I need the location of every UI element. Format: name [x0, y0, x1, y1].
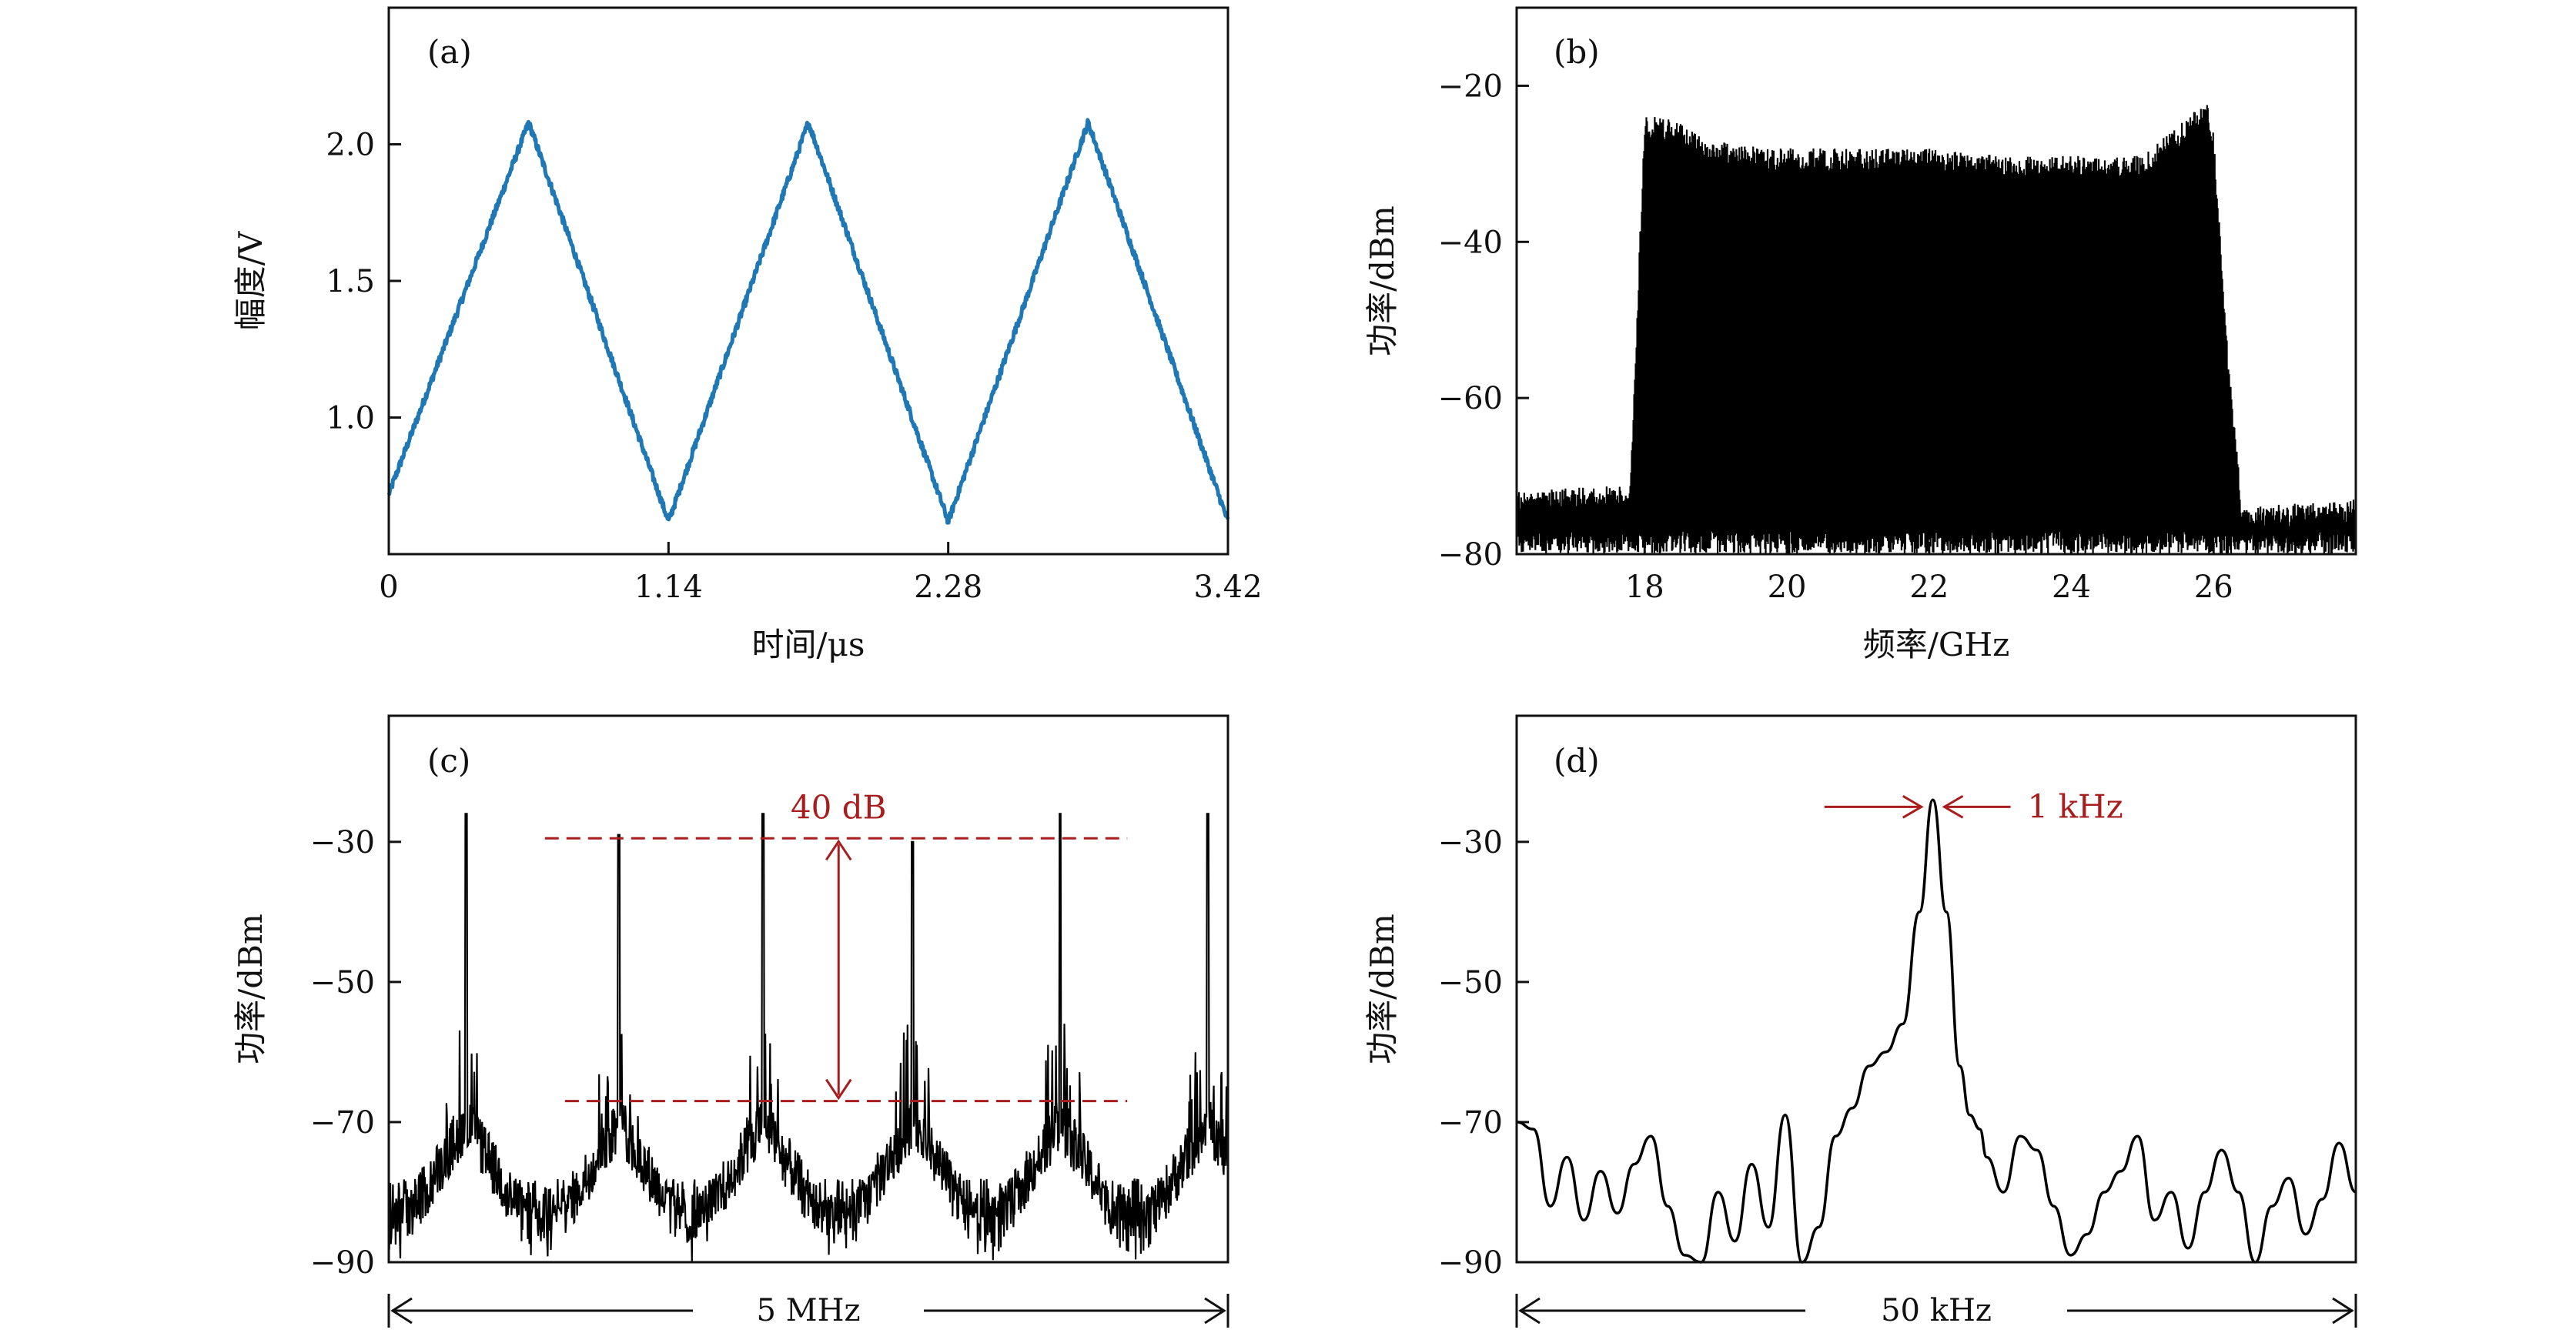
- annotation-arrow-head-right: [1942, 795, 1964, 819]
- panel-a-ylabel: 幅度/V: [232, 231, 269, 330]
- panel-c-frame: [387, 714, 1229, 1264]
- panel-label-b: (b): [1554, 33, 1600, 71]
- xtick-label: 24: [2052, 570, 2091, 605]
- xtick-label: 2.28: [914, 570, 982, 605]
- panel-label-d: (d): [1554, 742, 1600, 780]
- span-arrow-head-left: [1518, 1297, 1541, 1325]
- panel-c-series: [387, 813, 1229, 1263]
- ytick-label: −60: [1438, 381, 1503, 416]
- ytick-label: −30: [310, 825, 375, 860]
- panel-a: (a) 1.0 1.5 2.0 0 1.14 2.28 3.42 时间/μs 幅度/V: [232, 6, 1263, 663]
- ytick-label: −30: [1438, 825, 1503, 860]
- xtick-label: 26: [2194, 570, 2233, 605]
- xtick-label: 22: [1909, 570, 1949, 605]
- ytick-label: −90: [310, 1245, 375, 1281]
- ytick-label: −50: [310, 965, 375, 1001]
- panel-label-a: (a): [427, 33, 472, 71]
- panel-a-xlabel: 时间/μs: [751, 626, 865, 663]
- ytick-label: −20: [1438, 68, 1503, 104]
- span-arrow-head-left: [390, 1297, 413, 1325]
- panel-label-c: (c): [427, 742, 470, 780]
- annotation-arrow-head-left: [1902, 795, 1924, 819]
- ytick-label: −70: [310, 1105, 375, 1141]
- panel-d-span-label: 50 kHz: [1881, 1293, 1992, 1328]
- ytick-label: −50: [1438, 965, 1503, 1001]
- panel-d-ticks: −90 −70 −50 −30: [1438, 825, 1529, 1281]
- panel-a-series: [386, 118, 1230, 525]
- xtick-label: 1.14: [634, 570, 703, 605]
- ytick-label: −40: [1438, 225, 1503, 260]
- ytick-label: −70: [1438, 1105, 1503, 1141]
- panel-c-span-indicator: [387, 1294, 1229, 1328]
- panel-b-xlabel: 频率/GHz: [1863, 626, 2009, 663]
- panel-b: (b) −80 −60 −40 −20 18 20 22 24 26 频率/GHz 功率/dBm: [1363, 6, 2357, 663]
- annotation-arrow-head-up: [825, 839, 852, 861]
- panel-d: (d) −90 −70 −50 −30 1 kHz 功率/dBm 50 kHz: [1363, 714, 2357, 1328]
- panel-c-ylabel: 功率/dBm: [232, 914, 269, 1064]
- series-line: [387, 813, 1229, 1263]
- panel-d-frame: [1515, 714, 2357, 1264]
- panel-d-ylabel: 功率/dBm: [1363, 914, 1401, 1064]
- annotation-label: 40 dB: [791, 788, 887, 826]
- panel-c-span-label: 5 MHz: [756, 1293, 860, 1328]
- ytick-label: −80: [1438, 537, 1503, 573]
- panel-c: (c) −90 −70 −50 −30 40 dB 功率/dBm 5 MHz: [232, 714, 1229, 1328]
- ytick-label: 2.0: [326, 128, 375, 163]
- ytick-label: 1.0: [326, 401, 375, 436]
- panel-b-ticks: −80 −60 −40 −20 18 20 22 24 26: [1438, 68, 2233, 605]
- annotation-arrow-head-down: [825, 1078, 852, 1101]
- annotation-label: 1 kHz: [2028, 787, 2123, 825]
- panel-d-annotation: 1 kHz: [1824, 787, 2123, 825]
- xtick-label: 18: [1625, 570, 1664, 605]
- ytick-label: −90: [1438, 1245, 1503, 1281]
- panel-a-ticks: 1.0 1.5 2.0 0 1.14 2.28 3.42: [326, 128, 1262, 606]
- panel-b-series: [1515, 105, 2357, 555]
- panel-b-frame: [1515, 6, 2357, 556]
- panel-d-span-indicator: [1515, 1294, 2357, 1328]
- series-line: [1516, 798, 2357, 1264]
- xtick-label: 0: [379, 570, 398, 605]
- ytick-label: 1.5: [326, 264, 375, 299]
- xtick-label: 20: [1768, 570, 1807, 605]
- series-line: [386, 118, 1230, 525]
- panel-c-annotation: 40 dB: [544, 788, 1128, 1103]
- series-line: [1515, 105, 2357, 555]
- span-arrow-head-right: [1204, 1297, 1226, 1325]
- xtick-label: 3.42: [1193, 570, 1262, 605]
- panel-b-ylabel: 功率/dBm: [1363, 205, 1401, 356]
- span-arrow-head-right: [2332, 1297, 2354, 1325]
- panel-c-ticks: −90 −70 −50 −30: [310, 825, 401, 1281]
- panel-a-frame: [387, 6, 1229, 556]
- panel-d-series: [1516, 798, 2357, 1264]
